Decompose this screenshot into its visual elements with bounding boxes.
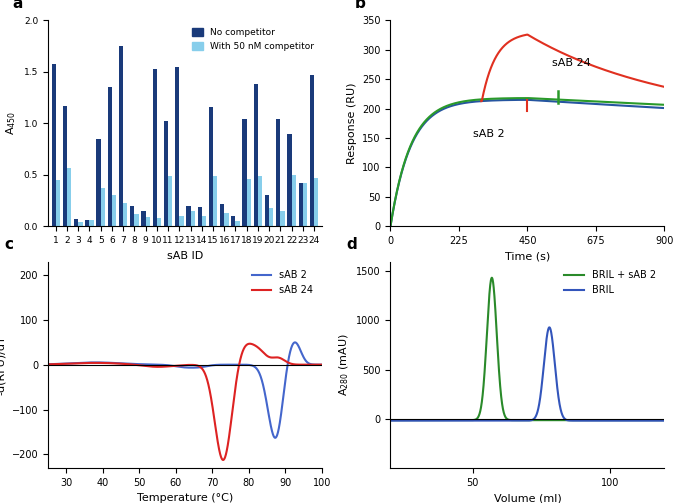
Bar	[179, 216, 184, 226]
X-axis label: sAB ID: sAB ID	[167, 250, 203, 261]
Bar	[303, 183, 307, 226]
Bar	[310, 75, 314, 226]
Bar	[141, 211, 146, 226]
Bar	[265, 195, 269, 226]
Bar	[213, 176, 217, 226]
Text: d: d	[347, 237, 358, 252]
Bar	[292, 175, 296, 226]
Bar	[224, 213, 229, 226]
Bar	[280, 211, 285, 226]
Bar	[112, 195, 116, 226]
Bar	[74, 219, 78, 226]
Bar	[253, 84, 258, 226]
Bar	[119, 46, 123, 226]
Bar	[299, 183, 303, 226]
Text: b: b	[355, 0, 366, 11]
Y-axis label: A$_{280}$ (mAU): A$_{280}$ (mAU)	[337, 333, 351, 396]
Y-axis label: -d(RFU)/dT: -d(RFU)/dT	[0, 335, 6, 394]
Text: sAB 24: sAB 24	[552, 58, 590, 68]
Bar	[197, 207, 202, 226]
X-axis label: Temperature (°C): Temperature (°C)	[137, 493, 233, 503]
Bar	[314, 178, 319, 226]
Bar	[190, 211, 195, 226]
Bar	[63, 106, 67, 226]
X-axis label: Time (s): Time (s)	[505, 252, 550, 262]
Bar	[78, 222, 82, 226]
Legend: BRIL + sAB 2, BRIL: BRIL + sAB 2, BRIL	[560, 267, 660, 299]
Bar	[232, 216, 236, 226]
Bar	[236, 221, 240, 226]
Legend: No competitor, With 50 nM competitor: No competitor, With 50 nM competitor	[188, 25, 317, 55]
Text: a: a	[12, 0, 23, 11]
Text: c: c	[4, 237, 13, 252]
Legend: sAB 2, sAB 24: sAB 2, sAB 24	[248, 267, 317, 299]
Y-axis label: Response (RU): Response (RU)	[347, 82, 357, 164]
Bar	[288, 134, 292, 226]
Bar	[85, 220, 90, 226]
Bar	[55, 180, 60, 226]
X-axis label: Volume (ml): Volume (ml)	[494, 493, 561, 503]
Bar	[247, 179, 251, 226]
Bar	[153, 68, 157, 226]
Bar	[130, 206, 134, 226]
Bar	[67, 167, 71, 226]
Bar	[258, 176, 262, 226]
Bar	[51, 64, 55, 226]
Bar	[108, 87, 112, 226]
Bar	[242, 119, 247, 226]
Bar	[164, 121, 168, 226]
Y-axis label: A$_{450}$: A$_{450}$	[5, 111, 18, 135]
Bar	[97, 139, 101, 226]
Bar	[90, 220, 94, 226]
Text: sAB 2: sAB 2	[473, 129, 504, 139]
Bar	[175, 66, 179, 226]
Bar	[101, 188, 105, 226]
Bar	[157, 218, 161, 226]
Bar	[134, 214, 138, 226]
Bar	[276, 119, 280, 226]
Bar	[146, 217, 150, 226]
Bar	[269, 208, 273, 226]
Bar	[123, 203, 127, 226]
Bar	[202, 216, 206, 226]
Bar	[186, 206, 190, 226]
Bar	[220, 204, 224, 226]
Bar	[168, 176, 173, 226]
Bar	[209, 107, 213, 226]
